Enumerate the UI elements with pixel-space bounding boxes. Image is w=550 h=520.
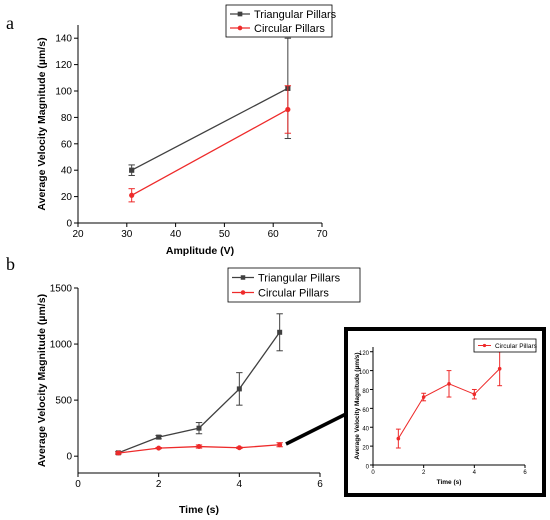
legend-swatch-marker [482, 343, 487, 348]
y-tick-label: 60 [362, 408, 369, 414]
inset-frame [344, 327, 546, 497]
legend-label: Triangular Pillars [258, 273, 341, 285]
legend-swatch-marker [237, 11, 243, 17]
data-point [396, 436, 401, 441]
y-tick-label: 80 [362, 389, 369, 395]
x-tick-label: 50 [219, 229, 231, 240]
y-tick-label: 40 [362, 427, 369, 433]
series-line [118, 331, 281, 454]
data-point [129, 192, 135, 198]
chart-amplitude: 20 30 40 50 60 70020406080100120140Amplitude … [36, 4, 337, 257]
data-point [472, 392, 477, 397]
y-tick-label: 60 [61, 139, 73, 150]
y-axis-title: Average Velocity Magnitude (µm/s) [354, 352, 361, 459]
y-tick-label: 0 [66, 452, 72, 463]
x-tick-label: 60 [268, 229, 280, 240]
data-point [129, 167, 135, 173]
x-axis-title: Amplitude (V) [166, 245, 234, 257]
legend-box [225, 4, 333, 38]
y-axis-title: Average Velocity Magnitude (µm/s) [36, 37, 48, 210]
y-tick-label: 500 [55, 396, 72, 407]
panel-letter-b: b [6, 254, 15, 274]
x-axis-title: Time (s) [437, 479, 462, 486]
y-tick-label: 80 [61, 113, 73, 124]
data-point [421, 395, 426, 399]
callout-line [285, 412, 347, 446]
series-line [131, 108, 289, 196]
legend-label: Circular Pillars [495, 343, 538, 350]
series-line [131, 87, 289, 171]
data-point [236, 386, 242, 392]
y-tick-label: 40 [61, 166, 73, 177]
data-point [236, 445, 242, 451]
data-point [196, 425, 202, 431]
data-point [277, 329, 283, 335]
y-tick-label: 20 [61, 192, 73, 203]
legend-swatch-marker [240, 275, 246, 280]
chart-time: 0 2 4 6 0 500 1000 1500 Time (s) Average Velocity… [36, 267, 361, 516]
x-tick-label: 70 [316, 229, 328, 240]
legend-label: Circular Pillars [254, 23, 325, 35]
y-tick-label: 120 [359, 351, 370, 357]
y-tick-label: 100 [359, 370, 370, 376]
x-tick-label: 30 [121, 229, 133, 240]
x-tick-label: 40 [170, 229, 182, 240]
x-tick-label: 6 [317, 479, 323, 490]
data-point [156, 445, 162, 451]
x-tick-label: 0 [371, 470, 375, 476]
y-tick-label: 20 [362, 446, 369, 452]
x-tick-label: 2 [422, 470, 426, 476]
y-tick-label: 1000 [50, 340, 73, 351]
y-tick-label: 0 [366, 465, 370, 471]
x-tick-label: 20 [72, 229, 84, 240]
y-tick-label: 100 [55, 87, 72, 98]
y-tick-label: 120 [55, 60, 72, 71]
legend-label: Triangular Pillars [254, 9, 337, 21]
x-tick-label: 6 [523, 470, 527, 476]
y-axis-title: Average Velocity Magnitude (µm/s) [36, 294, 48, 467]
y-tick-label: 140 [55, 34, 72, 45]
data-point [277, 442, 283, 448]
y-tick-label: 0 [66, 219, 72, 230]
x-tick-label: 0 [75, 479, 81, 490]
data-point [285, 106, 291, 113]
legend-label: Circular Pillars [258, 288, 329, 300]
legend-swatch-marker [237, 25, 243, 31]
x-axis-title: Time (s) [179, 504, 219, 516]
legend-swatch-marker [240, 290, 246, 295]
data-point [447, 382, 451, 386]
legend-box [227, 267, 361, 303]
x-tick-label: 2 [156, 479, 162, 490]
panel-letter-a: a [6, 13, 14, 33]
data-point [196, 444, 202, 450]
data-point [156, 434, 162, 440]
data-point [497, 366, 502, 371]
y-tick-label: 1500 [50, 284, 73, 295]
x-tick-label: 4 [473, 470, 477, 476]
data-point [115, 450, 121, 456]
legend-box [473, 338, 537, 353]
x-tick-label: 4 [237, 479, 243, 490]
